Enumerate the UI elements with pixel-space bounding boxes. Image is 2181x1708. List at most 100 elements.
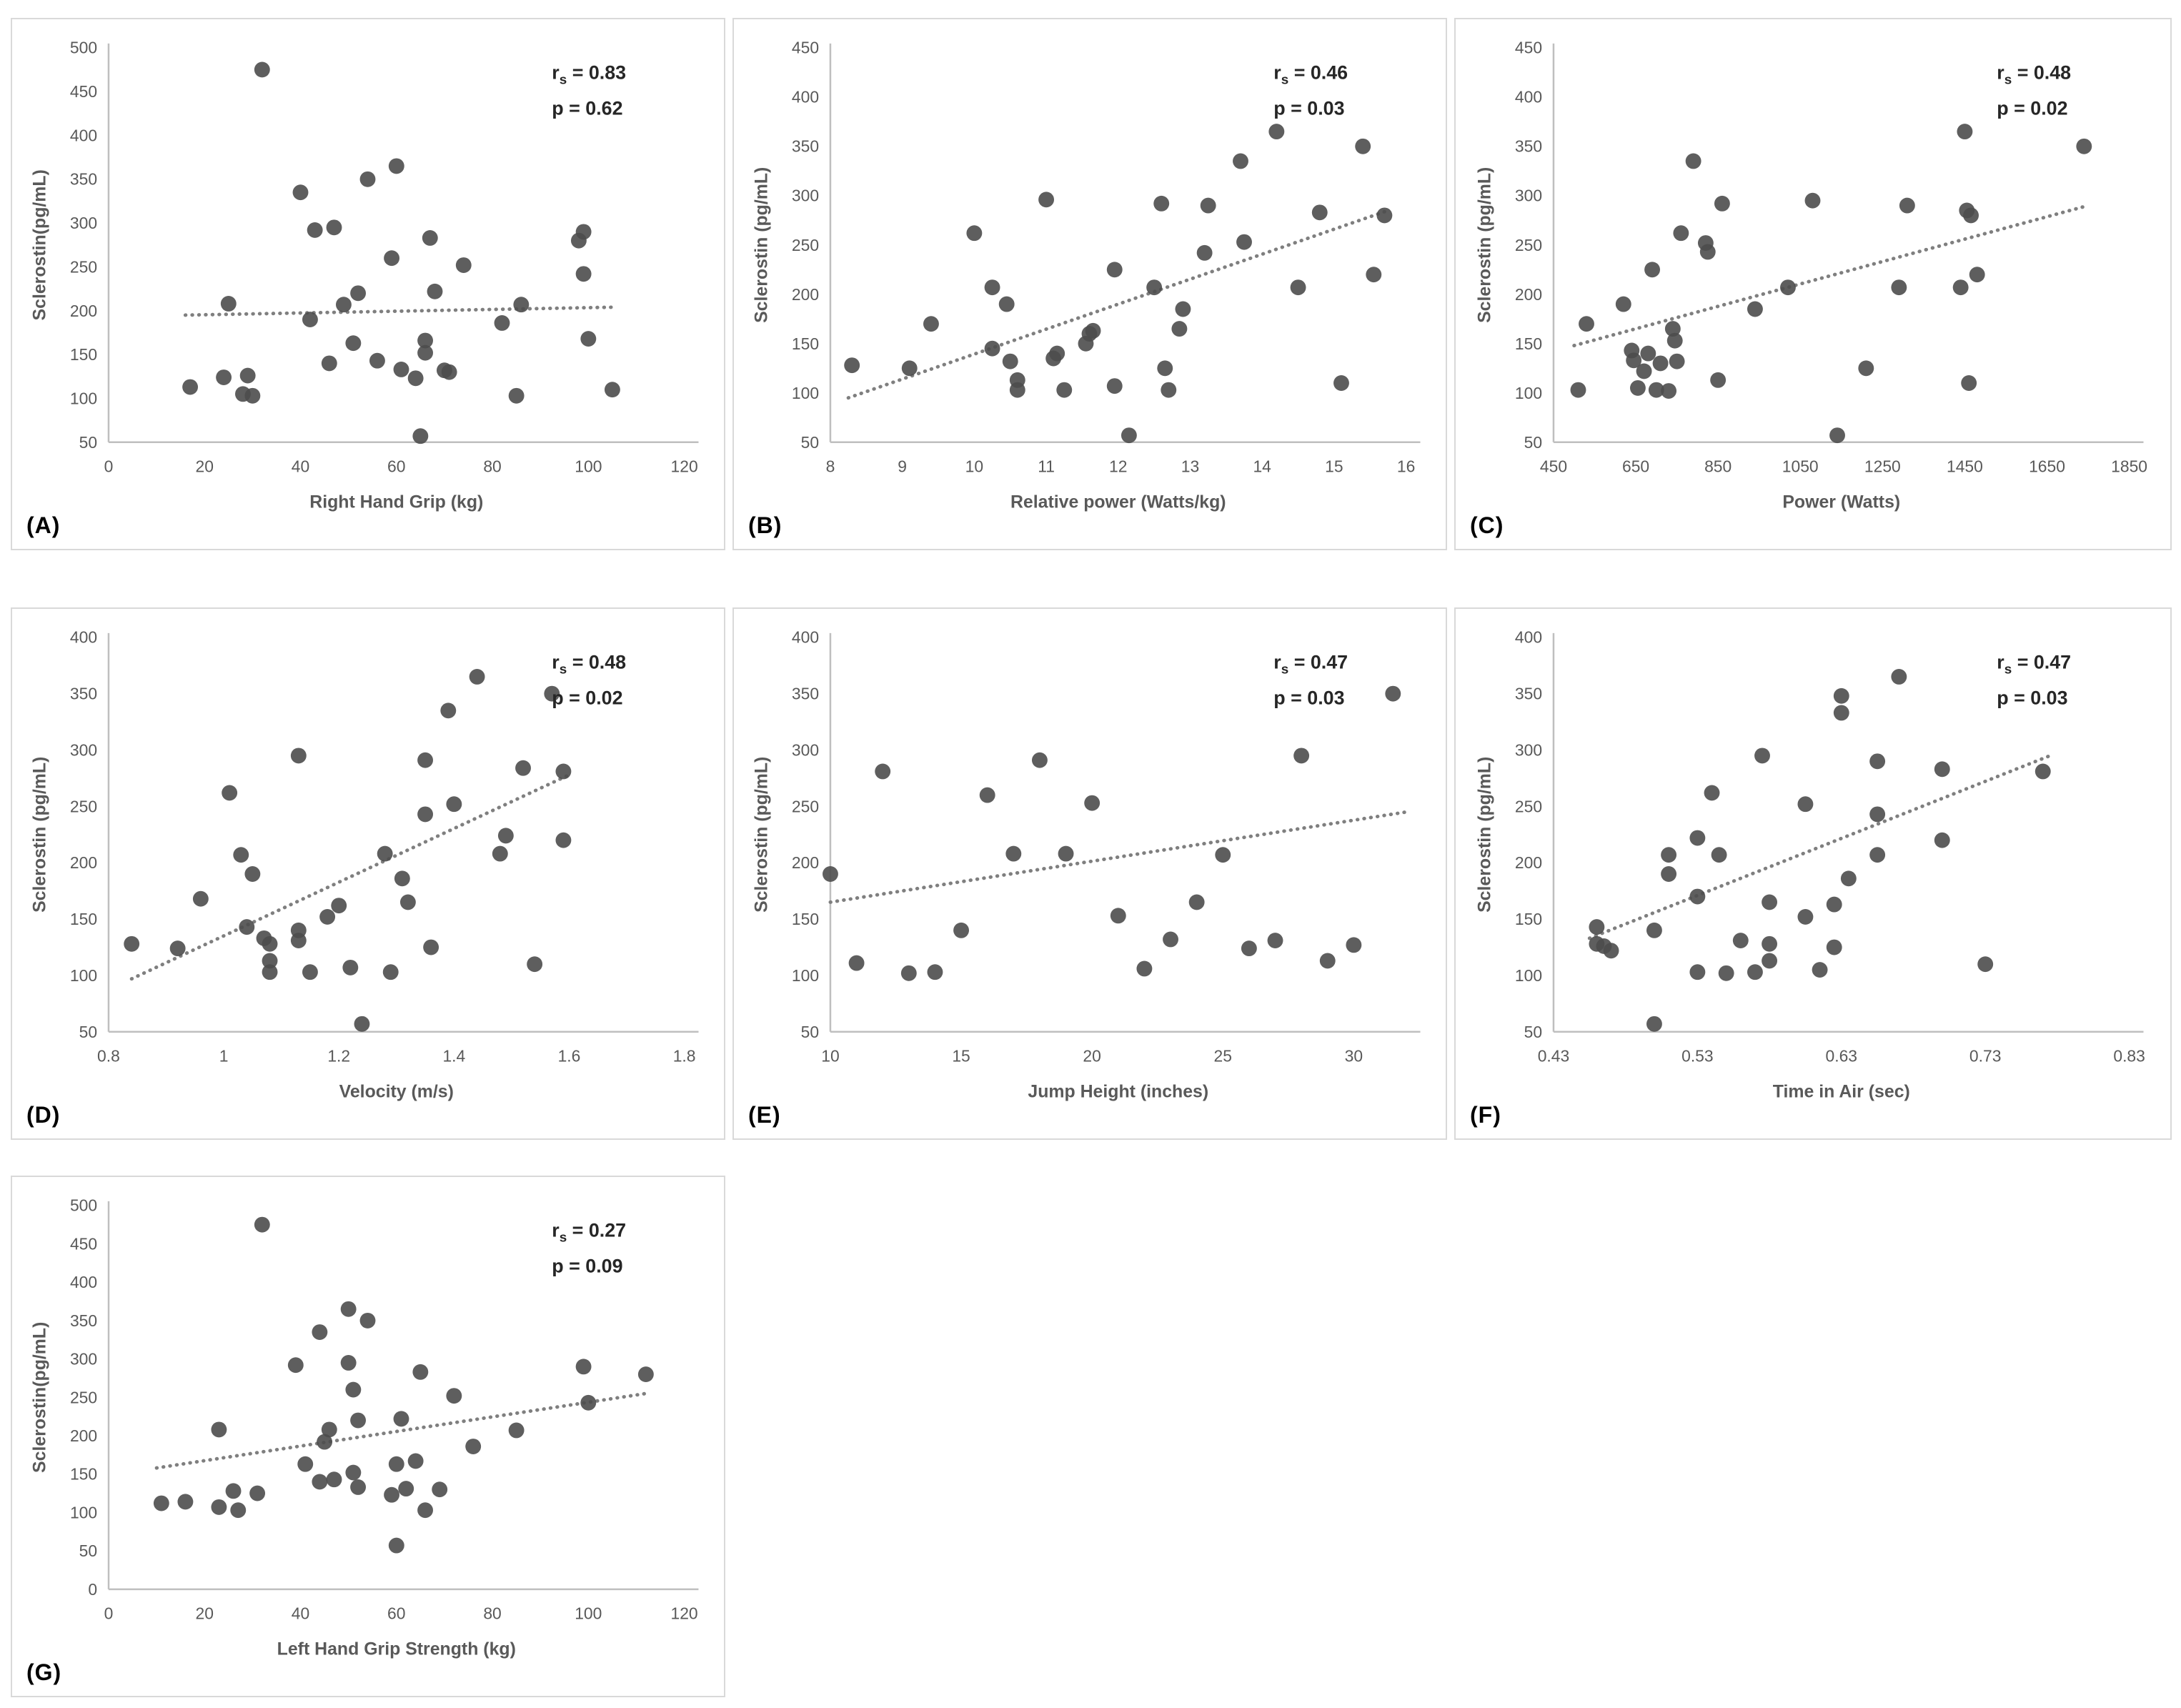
y-tick-label: 150: [70, 345, 97, 364]
data-point: [1268, 124, 1285, 140]
data-point: [388, 1456, 404, 1472]
data-point: [377, 845, 393, 862]
data-point: [1710, 372, 1727, 388]
data-point: [1952, 279, 1969, 296]
p-annotation: p = 0.62: [552, 97, 622, 119]
y-tick-label: 100: [792, 966, 819, 985]
data-point: [1747, 964, 1763, 980]
y-tick-label: 450: [1515, 39, 1542, 57]
y-tick-label: 200: [70, 302, 97, 320]
data-point: [1934, 761, 1950, 778]
data-point: [848, 955, 865, 971]
data-point: [1579, 316, 1594, 332]
r-annotation: rs = 0.47: [1273, 652, 1348, 677]
data-point: [1969, 267, 1985, 283]
data-point: [465, 1439, 482, 1454]
x-tick-label: 1.4: [442, 1047, 465, 1066]
data-point: [1762, 935, 1778, 952]
p-annotation: p = 0.02: [552, 687, 622, 708]
p-annotation: p = 0.09: [552, 1255, 622, 1276]
data-point: [427, 283, 443, 299]
x-tick-label: 12: [1109, 457, 1127, 476]
r-annotation: rs = 0.48: [1997, 62, 2071, 88]
data-point: [1366, 267, 1382, 283]
data-point: [239, 367, 256, 384]
x-tick-label: 15: [1325, 457, 1343, 476]
data-point: [1005, 845, 1022, 862]
x-tick-label: 80: [483, 457, 501, 476]
y-tick-label: 100: [70, 1503, 97, 1521]
y-tick-label: 100: [70, 389, 97, 407]
y-tick-label: 350: [70, 170, 97, 189]
data-point: [1009, 382, 1025, 398]
data-point: [262, 964, 278, 980]
x-tick-label: 0.83: [2113, 1047, 2145, 1066]
x-tick-label: 100: [575, 1604, 602, 1623]
data-point: [446, 796, 462, 813]
data-point: [1136, 960, 1153, 977]
data-point: [1869, 806, 1886, 823]
data-point: [555, 763, 572, 780]
trend-line: [828, 810, 1409, 904]
data-point: [254, 1216, 270, 1233]
data-point: [875, 763, 891, 780]
data-point: [1840, 870, 1857, 887]
data-point: [1188, 894, 1205, 910]
data-point: [1826, 939, 1842, 955]
data-point: [1311, 204, 1328, 221]
x-tick-label: 0: [104, 457, 114, 476]
data-point: [287, 1357, 304, 1374]
y-tick-label: 450: [70, 1234, 97, 1253]
y-tick-label: 450: [792, 39, 819, 57]
y-tick-label: 450: [70, 82, 97, 101]
y-axis-title: Sclerostin (pg/mL): [1474, 167, 1494, 323]
x-tick-label: 1: [219, 1047, 229, 1066]
data-point: [407, 370, 424, 387]
data-point: [262, 935, 278, 952]
y-tick-label: 350: [70, 1311, 97, 1330]
data-point: [494, 315, 510, 331]
data-point: [1664, 321, 1681, 337]
x-tick-label: 0.73: [1969, 1047, 2002, 1066]
data-point: [290, 933, 307, 948]
data-point: [1762, 894, 1778, 910]
data-point: [469, 669, 485, 685]
x-tick-label: 8: [826, 457, 835, 476]
y-tick-label: 400: [1515, 628, 1542, 647]
data-point: [345, 1381, 362, 1398]
data-point: [1869, 753, 1886, 770]
y-axis-title: Sclerostin(pg/mL): [29, 1322, 49, 1473]
data-point: [394, 870, 410, 887]
data-point: [1163, 931, 1178, 948]
data-point: [1346, 937, 1362, 953]
x-tick-label: 120: [670, 1604, 697, 1623]
data-point: [1629, 379, 1646, 396]
data-point: [244, 866, 261, 882]
data-point: [1196, 244, 1213, 261]
y-tick-label: 200: [70, 853, 97, 872]
y-tick-label: 200: [70, 1426, 97, 1445]
data-point: [345, 1464, 362, 1481]
data-point: [292, 184, 309, 201]
data-point: [230, 1502, 247, 1519]
y-tick-label: 100: [1515, 384, 1542, 402]
y-tick-label: 300: [792, 187, 819, 205]
data-point: [1376, 207, 1393, 224]
x-tick-label: 1850: [2111, 457, 2147, 476]
x-tick-label: 9: [898, 457, 907, 476]
data-point: [1963, 207, 1979, 224]
data-point: [446, 1388, 462, 1404]
r-annotation: rs = 0.27: [552, 1220, 626, 1246]
y-tick-label: 300: [70, 1350, 97, 1369]
p-annotation: p = 0.02: [1997, 97, 2067, 119]
y-tick-label: 50: [801, 1023, 819, 1041]
trend-line: [183, 305, 615, 317]
p-annotation: p = 0.03: [1997, 687, 2067, 708]
y-tick-label: 250: [1515, 797, 1542, 815]
data-point: [382, 964, 399, 980]
data-point: [359, 171, 376, 187]
x-tick-label: 120: [671, 457, 698, 476]
data-point: [1891, 279, 1907, 296]
data-point: [580, 1394, 597, 1411]
data-point: [1869, 847, 1886, 863]
